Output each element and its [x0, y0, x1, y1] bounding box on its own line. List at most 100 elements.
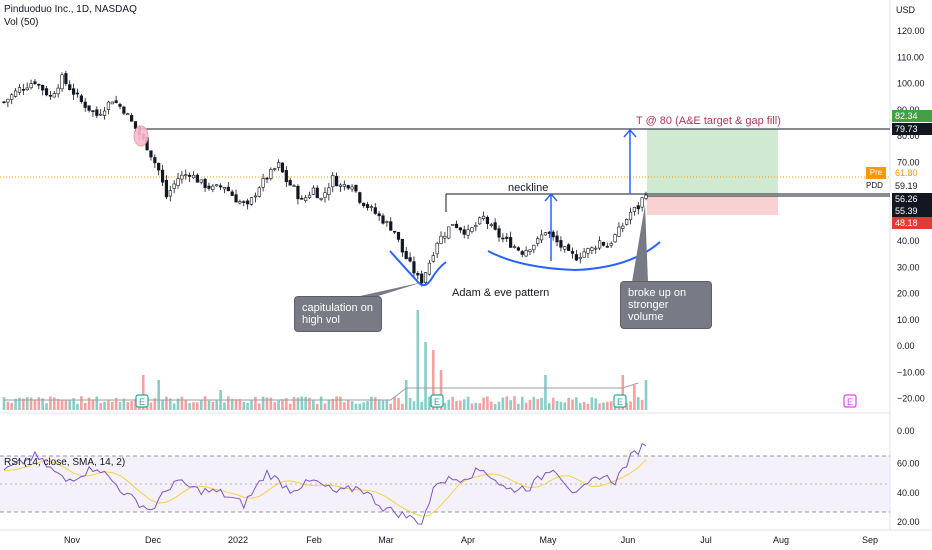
price-axis-tick: 0.00: [897, 341, 915, 351]
volume-bar: [327, 399, 331, 410]
time-axis-tick: Dec: [145, 535, 162, 545]
volume-bar: [304, 396, 307, 410]
candle: [454, 220, 459, 229]
volume-bar: [548, 403, 551, 410]
earnings-marker-mar[interactable]: E: [430, 394, 444, 408]
earnings-marker-may[interactable]: E: [613, 394, 627, 408]
candle: [400, 238, 404, 257]
candle: [176, 173, 180, 189]
volume-bar: [192, 402, 195, 410]
volume-bar: [474, 402, 478, 410]
target-arrowhead: [623, 128, 637, 138]
volume-bar: [482, 397, 485, 410]
candle: [33, 79, 37, 85]
candle: [257, 185, 261, 198]
volume-bar: [536, 398, 540, 410]
volume-bar: [412, 401, 416, 410]
volume-bar: [571, 399, 574, 410]
candle: [625, 218, 629, 226]
candle: [369, 204, 374, 212]
tag-48-18: 48.18: [892, 217, 932, 229]
measured-move-arrowhead-1: [544, 192, 558, 202]
candle: [423, 272, 428, 286]
volume-bar: [14, 398, 17, 410]
candle: [130, 113, 134, 122]
candle: [280, 162, 285, 173]
volume-bar: [165, 396, 168, 410]
time-axis[interactable]: Nov Dec 2022 Feb Mar Apr May Jun Jul Aug Sep: [64, 535, 878, 545]
volume-bar: [246, 403, 249, 410]
candle: [276, 159, 281, 171]
candle: [509, 231, 513, 249]
candle: [555, 230, 559, 247]
volume-indicator-label: Vol (50): [4, 17, 39, 28]
volume-bar: [416, 310, 420, 410]
candle: [404, 246, 408, 260]
volume-bar: [381, 400, 385, 410]
earnings-marker-aug[interactable]: E: [843, 394, 857, 408]
volume-bar: [517, 403, 520, 410]
candle: [60, 72, 64, 92]
volume-bar: [606, 401, 609, 410]
volume-bar: [18, 397, 21, 410]
capitulation-callout: capitulation on high vol: [294, 296, 382, 332]
volume-bar: [199, 399, 203, 410]
candle: [451, 224, 455, 226]
candle: [79, 93, 83, 104]
volume-bar: [644, 380, 648, 410]
candle: [489, 222, 493, 228]
volume-bar: [509, 400, 512, 410]
candle: [362, 202, 366, 209]
candle: [102, 106, 107, 120]
volume-bar: [103, 401, 106, 410]
volume-bar: [486, 396, 489, 410]
volume-bar: [602, 402, 605, 410]
volume-bar: [420, 401, 423, 410]
candle: [335, 172, 339, 187]
price-axis-tick: 90.00: [897, 105, 920, 115]
volume-bar: [72, 398, 75, 410]
rsi-axis[interactable]: 0.00 60.00 40.00 20.00: [897, 426, 920, 527]
candle: [195, 173, 199, 183]
candle: [172, 180, 176, 194]
volume-bar: [223, 402, 226, 410]
volume-bar: [578, 402, 582, 410]
price-axis-tick: 20.00: [897, 289, 920, 299]
volume-bar: [551, 397, 555, 410]
tag-pre: Pre: [866, 167, 886, 179]
time-axis-tick: Feb: [306, 535, 322, 545]
volume-bar: [455, 401, 458, 410]
candle: [184, 169, 188, 180]
breakdown-highlight: [133, 125, 149, 147]
volume-bar: [254, 396, 257, 410]
volume-bar: [428, 396, 431, 410]
candle: [539, 229, 544, 243]
volume-bar: [68, 400, 72, 410]
candle: [478, 216, 482, 225]
volume-bar: [636, 397, 640, 410]
tag-premarket: 61.80: [892, 167, 932, 179]
volume-bar: [45, 403, 48, 410]
candle: [590, 246, 594, 255]
volume-bar: [346, 399, 350, 410]
candle: [315, 185, 319, 199]
candle: [72, 83, 76, 100]
volume-bar: [288, 403, 292, 410]
volume-bar: [122, 398, 126, 410]
candle: [597, 236, 602, 251]
chart-title: Pinduoduo Inc., 1D, NASDAQ: [4, 4, 137, 15]
candle: [319, 197, 323, 202]
volume-bar: [99, 403, 102, 410]
time-axis-tick: May: [539, 535, 557, 545]
volume-bar: [594, 398, 598, 410]
candle: [288, 177, 292, 186]
candle: [644, 191, 648, 201]
earnings-marker-dec[interactable]: E: [135, 394, 149, 408]
volume-bar: [269, 397, 273, 410]
candle: [118, 102, 122, 110]
volume-bar: [389, 403, 393, 410]
candle: [582, 248, 586, 258]
candle: [458, 227, 462, 233]
candle: [64, 70, 68, 87]
